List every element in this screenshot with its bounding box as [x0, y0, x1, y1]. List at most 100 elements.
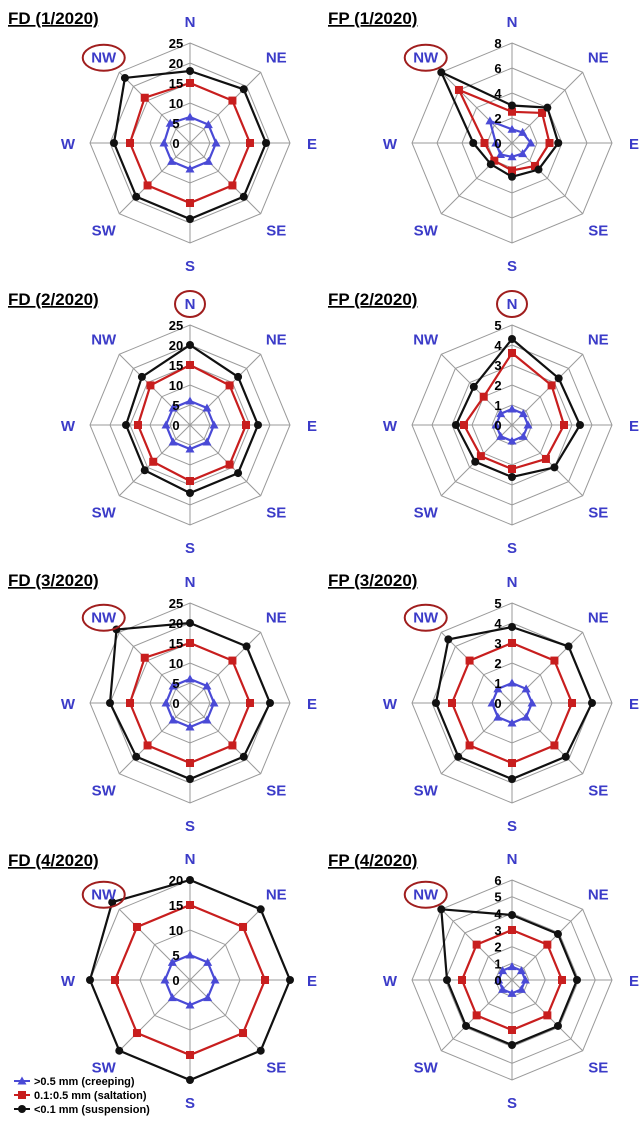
direction-label-se: SE: [588, 222, 608, 239]
data-point-saltation: [186, 361, 194, 369]
grid-spoke: [189, 71, 262, 144]
data-point-saltation: [143, 181, 152, 190]
data-point-saltation: [225, 460, 234, 469]
data-point-creeping: [165, 118, 175, 127]
data-point-suspension: [186, 489, 194, 497]
tick-label: 0: [172, 973, 179, 988]
tick-label: 10: [169, 96, 183, 111]
data-point-saltation: [186, 1051, 194, 1059]
direction-label-ne: NE: [588, 610, 609, 627]
tick-label: 5: [172, 676, 179, 691]
data-point-creeping: [518, 409, 528, 418]
data-point-saltation: [508, 166, 516, 175]
data-point-suspension: [452, 421, 460, 429]
data-point-saltation: [140, 93, 149, 102]
data-point-suspension: [137, 372, 146, 381]
data-point-saltation: [132, 922, 141, 931]
data-point-suspension: [443, 976, 451, 984]
data-point-saltation: [558, 976, 566, 984]
data-point-suspension: [553, 930, 562, 939]
tick-label: 10: [169, 923, 183, 938]
direction-label-n: N: [507, 851, 518, 868]
data-point-saltation: [448, 699, 456, 707]
direction-label-n: N: [185, 574, 196, 591]
grid-spoke: [189, 353, 262, 426]
grid-spoke: [189, 979, 262, 1052]
panel-title: FP (1/2020): [328, 9, 417, 28]
data-point-saltation: [228, 656, 237, 665]
data-point-saltation: [126, 699, 134, 707]
data-point-saltation: [246, 139, 254, 147]
data-point-suspension: [437, 905, 446, 914]
data-point-suspension: [534, 165, 543, 174]
tick-label: 10: [169, 378, 183, 393]
tick-label: 3: [494, 636, 501, 651]
tick-label: 2: [494, 111, 501, 126]
direction-label-e: E: [629, 418, 639, 435]
data-point-creeping: [493, 712, 503, 721]
direction-label-se: SE: [588, 782, 608, 799]
direction-label-se: SE: [266, 782, 286, 799]
data-point-creeping: [210, 975, 220, 984]
direction-label-w: W: [61, 136, 76, 153]
radar-panel: FD (4/2020) 0 5 10 15 20N NE E SE S SW W NW: [8, 851, 317, 1112]
direction-label-ne: NE: [588, 332, 609, 349]
direction-label-s: S: [185, 258, 195, 275]
radar-panel: FD (2/2020) 0 5 10 15 20 25N NE E SE S SW W NW: [8, 290, 317, 557]
data-point-saltation: [508, 107, 516, 116]
direction-label-ne: NE: [266, 887, 287, 904]
radar-panel: FP (2/2020) 0 1 2 3 4 5N NE E SE S SW W NW: [328, 290, 639, 557]
highlight-ellipse: [403, 603, 448, 632]
radar-panel: FD (1/2020) 0 5 10 15 20 25N NE E SE S SW W NW: [8, 9, 317, 275]
direction-label-s: S: [185, 818, 195, 835]
data-point-creeping: [203, 957, 213, 966]
direction-label-se: SE: [588, 504, 608, 521]
data-point-saltation: [508, 639, 516, 647]
panel-title: FP (3/2020): [328, 571, 417, 590]
data-point-creeping: [496, 149, 506, 158]
data-point-suspension: [550, 463, 559, 472]
data-point-saltation: [239, 1029, 248, 1038]
data-point-creeping: [209, 698, 219, 707]
data-point-creeping: [168, 681, 178, 690]
data-point-suspension: [86, 976, 94, 984]
data-point-saltation: [490, 156, 499, 165]
data-point-suspension: [554, 374, 563, 383]
highlight-ellipse: [403, 880, 448, 909]
direction-label-se: SE: [266, 222, 286, 239]
tick-label: 15: [169, 898, 183, 913]
data-point-creeping: [168, 715, 178, 724]
highlight-ellipse: [81, 880, 126, 909]
direction-label-sw: SW: [92, 782, 117, 799]
data-point-suspension: [242, 642, 251, 651]
tick-label: 4: [494, 86, 502, 101]
data-point-suspension: [469, 382, 478, 391]
data-point-creeping: [167, 957, 177, 966]
direction-label-sw: SW: [92, 1059, 117, 1076]
data-point-creeping: [527, 698, 537, 707]
tick-label: 6: [494, 61, 501, 76]
data-point-creeping: [507, 436, 517, 445]
direction-label-s: S: [507, 818, 517, 835]
data-point-creeping: [159, 138, 169, 147]
legend-marker-circle: [18, 1105, 26, 1113]
data-point-creeping: [211, 138, 221, 147]
direction-label-sw: SW: [92, 504, 117, 521]
tick-label: 25: [169, 596, 183, 611]
tick-label: 20: [169, 873, 183, 888]
data-point-suspension: [186, 1076, 194, 1084]
tick-label: 25: [169, 36, 183, 51]
tick-label: 5: [172, 116, 179, 131]
data-point-creeping: [526, 138, 536, 147]
data-point-creeping: [507, 124, 517, 133]
data-point-suspension: [186, 775, 194, 783]
data-point-suspension: [140, 466, 149, 475]
tick-label: 20: [169, 338, 183, 353]
tick-label: 3: [494, 923, 501, 938]
data-point-saltation: [460, 421, 468, 429]
direction-label-n: N: [185, 14, 196, 31]
data-point-creeping: [507, 718, 517, 727]
direction-label-ne: NE: [266, 332, 287, 349]
data-point-suspension: [508, 911, 516, 919]
data-point-creeping: [168, 437, 178, 446]
